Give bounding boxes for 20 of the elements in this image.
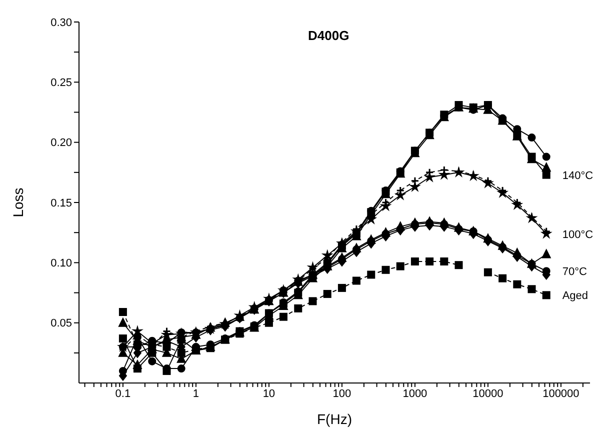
x-tick-label: 10 [262,388,276,400]
y-tick-label: 0.25 [50,77,72,90]
x-tick-label: 1000 [402,388,428,400]
y-tick-label: 0.30 [50,16,72,29]
series-label: 100°C [562,228,594,241]
x-tick-label: 10000 [472,388,504,400]
text: D400G [308,28,350,43]
series-label: 70°C [562,266,587,278]
y-tick-label: 0.20 [50,137,72,150]
series-label: 140°C [562,170,594,182]
x-tick-label: 0.1 [115,388,131,400]
x-tick-label: 100 [332,388,352,400]
y-axis-title: Loss [10,188,26,218]
x-axis-title: F(Hz) [316,410,353,428]
series-label: Aged [562,290,588,302]
y-tick-label: 0.05 [50,318,72,330]
x-tick-label: 100000 [542,388,580,400]
y-tick-label: 0.10 [50,258,72,270]
y-tick-label: 0.15 [50,197,72,210]
x-tick-label: 1 [192,388,200,400]
